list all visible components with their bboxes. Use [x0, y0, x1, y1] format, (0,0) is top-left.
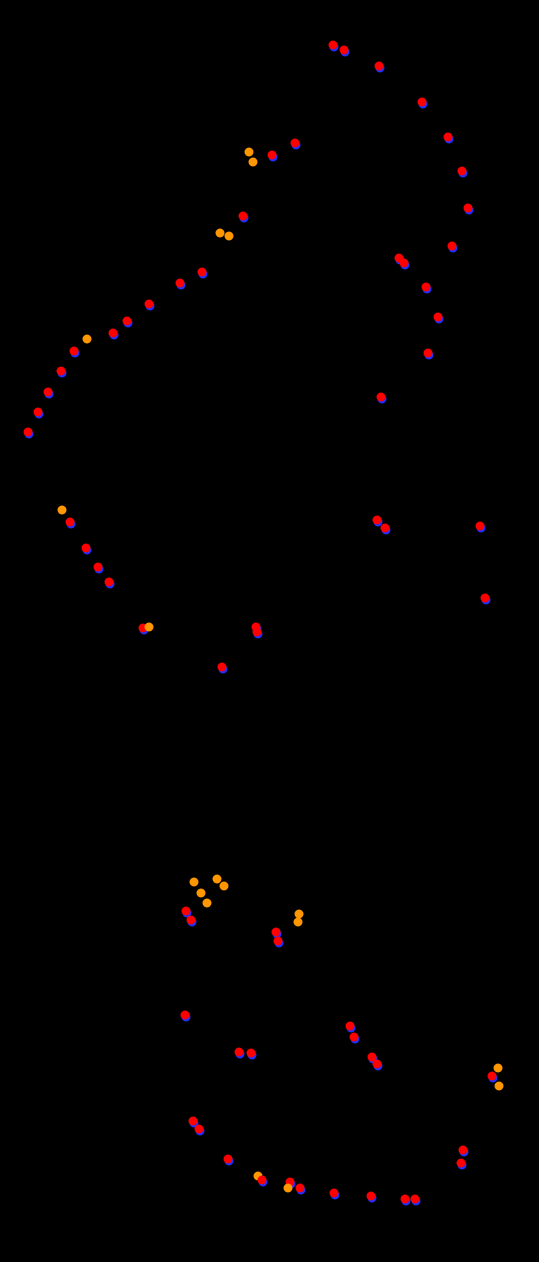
scatter-point — [495, 1082, 504, 1091]
scatter-point — [272, 928, 281, 937]
scatter-point — [268, 151, 277, 160]
scatter-point — [34, 408, 43, 417]
scatter-point — [377, 393, 386, 402]
scatter-point — [44, 388, 53, 397]
scatter-point — [239, 212, 248, 221]
scatter-point — [24, 428, 33, 437]
scatter-point — [401, 1195, 410, 1204]
scatter-point — [123, 317, 132, 326]
scatter-point — [329, 41, 338, 50]
scatter-point — [400, 259, 409, 268]
scatter-point — [488, 1072, 497, 1081]
scatter-point — [253, 628, 262, 637]
scatter-point — [224, 1155, 233, 1164]
scatter-point — [448, 242, 457, 251]
scatter-point — [375, 62, 384, 71]
scatter-point — [434, 313, 443, 322]
scatter-point — [422, 283, 431, 292]
scatter-point — [373, 1060, 382, 1069]
scatter-point — [176, 279, 185, 288]
scatter-point — [66, 518, 75, 527]
scatter-point — [274, 937, 283, 946]
scatter-point — [459, 1146, 468, 1155]
scatter-point — [296, 1184, 305, 1193]
scatter-point — [367, 1192, 376, 1201]
scatter-point — [225, 232, 234, 241]
scatter-point — [411, 1195, 420, 1204]
scatter-point — [58, 506, 67, 515]
scatter-point — [190, 878, 199, 887]
scatter-point — [182, 907, 191, 916]
scatter-point — [284, 1184, 293, 1193]
scatter-point — [245, 148, 254, 157]
scatter-point — [258, 1176, 267, 1185]
scatter-point — [249, 158, 258, 167]
scatter-point — [145, 623, 154, 632]
scatter-point — [235, 1048, 244, 1057]
scatter-point — [220, 882, 229, 891]
scatter-point — [350, 1033, 359, 1042]
scatter-point — [294, 918, 303, 927]
scatter-point — [444, 133, 453, 142]
scatter-point — [464, 204, 473, 213]
scatter-point — [373, 516, 382, 525]
scatter-point — [476, 522, 485, 531]
scatter-plot — [0, 0, 539, 1262]
scatter-point — [458, 167, 467, 176]
scatter-point — [198, 268, 207, 277]
scatter-point — [203, 899, 212, 908]
scatter-point — [424, 349, 433, 358]
scatter-point — [109, 329, 118, 338]
scatter-point — [340, 46, 349, 55]
scatter-point — [105, 578, 114, 587]
scatter-point — [481, 594, 490, 603]
scatter-point — [291, 139, 300, 148]
scatter-point — [181, 1011, 190, 1020]
scatter-point — [94, 563, 103, 572]
scatter-point — [418, 98, 427, 107]
scatter-point — [82, 544, 91, 553]
scatter-point — [197, 889, 206, 898]
scatter-point — [218, 663, 227, 672]
scatter-point — [346, 1022, 355, 1031]
scatter-point — [145, 300, 154, 309]
scatter-point — [70, 347, 79, 356]
scatter-point — [247, 1049, 256, 1058]
scatter-point — [457, 1159, 466, 1168]
scatter-point — [83, 335, 92, 344]
scatter-point — [57, 367, 66, 376]
scatter-point — [216, 229, 225, 238]
scatter-point — [381, 524, 390, 533]
scatter-point — [330, 1189, 339, 1198]
scatter-point — [195, 1125, 204, 1134]
scatter-point — [187, 916, 196, 925]
scatter-point — [494, 1064, 503, 1073]
